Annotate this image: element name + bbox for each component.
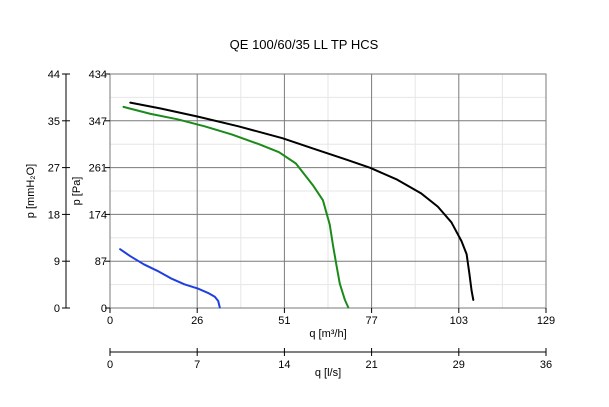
x-tick-label: 103 <box>450 315 468 327</box>
series-group <box>119 101 475 309</box>
x-tick-label: 0 <box>107 315 113 327</box>
axes: 0 26 51 77 103 129 0 7 14 21 29 36 0 87 174 261 347 434 0 9… <box>48 69 555 371</box>
series-line-0 <box>129 101 475 301</box>
x2-tick-label: 29 <box>453 359 465 371</box>
grid <box>109 73 547 309</box>
y2-tick-label: 44 <box>48 69 60 81</box>
x-axis-label: q [m³/h] <box>309 328 346 340</box>
y2-tick-label: 18 <box>48 209 60 221</box>
x2-tick-label: 36 <box>540 359 552 371</box>
series-line-2 <box>119 248 221 309</box>
x2-axis-label: q [l/s] <box>315 367 341 379</box>
y-tick-label: 347 <box>89 116 107 128</box>
x2-tick-label: 14 <box>278 359 290 371</box>
y-tick-label: 434 <box>89 69 107 81</box>
y2-tick-label: 35 <box>48 116 60 128</box>
y2-tick-label: 9 <box>54 256 60 268</box>
y-axis-label: p [Pa] <box>71 177 83 206</box>
x-tick-label: 51 <box>278 315 290 327</box>
x-tick-label: 26 <box>191 315 203 327</box>
x2-tick-label: 21 <box>365 359 377 371</box>
y-tick-label: 261 <box>89 163 107 175</box>
plot-frame <box>109 73 547 309</box>
y-tick-label: 0 <box>101 303 107 315</box>
y-tick-label: 87 <box>95 256 107 268</box>
y2-tick-label: 27 <box>48 163 60 175</box>
x2-tick-label: 7 <box>194 359 200 371</box>
x-tick-label: 129 <box>537 315 555 327</box>
x2-tick-label: 0 <box>107 359 113 371</box>
chart-title: QE 100/60/35 LL TP HCS <box>230 37 379 52</box>
x-tick-label: 77 <box>365 315 377 327</box>
y-tick-label: 174 <box>89 209 107 221</box>
y2-tick-label: 0 <box>54 303 60 315</box>
y2-axis-label: p [mmH₂O] <box>25 164 37 218</box>
series-line-1 <box>122 105 350 309</box>
